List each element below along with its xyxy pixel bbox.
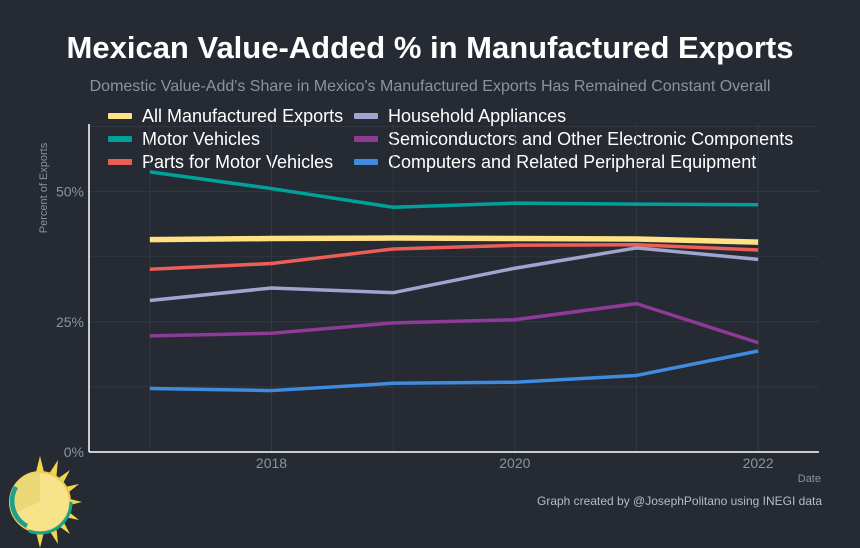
- y-tick-label: 0%: [64, 444, 84, 460]
- series-line-household-appliances: [149, 246, 759, 303]
- legend-label: Parts for Motor Vehicles: [142, 151, 334, 172]
- chart-subtitle: Domestic Value-Add's Share in Mexico's M…: [89, 78, 771, 95]
- legend-swatch: [354, 159, 378, 165]
- legend-item-household-appliances: Household Appliances: [354, 105, 566, 127]
- legend-swatch: [108, 136, 132, 142]
- series-line-motor-vehicles: [149, 170, 759, 210]
- series-line-all-manufactured-exports: [149, 235, 759, 245]
- series-line-semiconductors-and-other-electronic-components: [149, 301, 759, 345]
- y-tick-label: 50%: [56, 184, 84, 200]
- sun-logo-icon: [7, 456, 82, 548]
- chart-title: Mexican Value-Added % in Manufactured Ex…: [66, 30, 794, 65]
- legend-label: Household Appliances: [388, 105, 567, 126]
- series-line-parts-for-motor-vehicles: [149, 243, 759, 272]
- legend-swatch: [108, 159, 132, 165]
- legend-item-computers-and-related-peripheral-equipment: Computers and Related Peripheral Equipme…: [354, 151, 756, 173]
- y-tick-label: 25%: [56, 314, 84, 330]
- legend-label: Semiconductors and Other Electronic Comp…: [388, 128, 794, 149]
- legend-item-all-manufactured-exports: All Manufactured Exports: [108, 105, 343, 127]
- legend-label: Computers and Related Peripheral Equipme…: [388, 151, 757, 172]
- x-tick-label: 2022: [743, 455, 774, 471]
- legend-label: All Manufactured Exports: [142, 105, 344, 126]
- series-line-computers-and-related-peripheral-equipment: [149, 349, 759, 393]
- legend-swatch: [108, 113, 132, 119]
- y-axis-title: Percent of Exports: [38, 142, 50, 233]
- x-axis-title: Date: [798, 473, 821, 485]
- legend-swatch: [354, 136, 378, 142]
- legend-swatch: [354, 113, 378, 119]
- x-tick-label: 2018: [256, 455, 287, 471]
- legend-item-semiconductors-and-other-electronic-components: Semiconductors and Other Electronic Comp…: [354, 128, 793, 150]
- legend-label: Motor Vehicles: [142, 128, 261, 149]
- x-tick-label: 2020: [499, 455, 530, 471]
- legend-item-parts-for-motor-vehicles: Parts for Motor Vehicles: [108, 151, 333, 173]
- legend-item-motor-vehicles: Motor Vehicles: [108, 128, 260, 150]
- source-caption: Graph created by @JosephPolitano using I…: [536, 494, 822, 508]
